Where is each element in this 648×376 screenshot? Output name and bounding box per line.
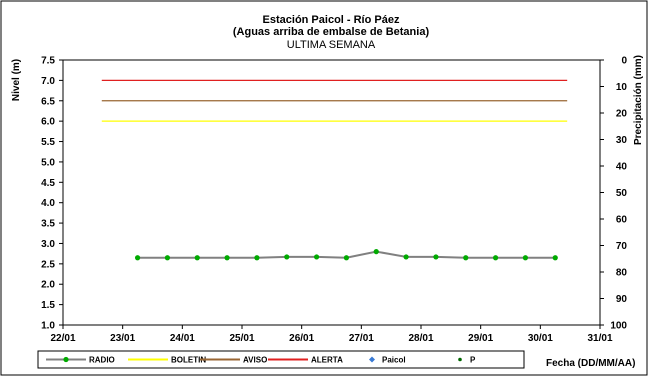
chart-title: Estación Paicol - Río Páez (263, 14, 400, 26)
x-tick-label: 22/01 (50, 333, 75, 344)
y2-tick-label: 0 (621, 56, 627, 67)
data-point (254, 255, 260, 261)
legend-label-p: P (470, 356, 476, 365)
y-tick-label: 1.0 (41, 321, 55, 332)
x-tick-label: 27/01 (349, 333, 374, 344)
legend-marker-p (458, 357, 462, 362)
x-tick-label: 26/01 (289, 333, 314, 344)
y-tick-label: 5.5 (41, 137, 55, 148)
x-axis-label: Fecha (DD/MM/AA) (546, 358, 635, 369)
data-point (433, 254, 439, 260)
data-point (134, 255, 141, 261)
y2-tick-label: 30 (616, 135, 628, 146)
y2-tick-label: 40 (616, 162, 628, 173)
y-tick-label: 5.0 (41, 157, 55, 168)
y2-tick-label: 10 (616, 82, 628, 93)
y2-tick-label: 90 (616, 294, 628, 305)
y2-axis-label: Precipitación (mm) (633, 55, 644, 145)
chart-subtitle: (Aguas arriba de embalse de Betania) (233, 26, 430, 38)
x-tick-label: 28/01 (408, 333, 433, 344)
data-point (463, 255, 469, 261)
legend-label-alerta: ALERTA (311, 356, 343, 365)
legend-label-boletin: BOLETIN (171, 356, 206, 365)
y-tick-label: 3.5 (41, 219, 55, 230)
x-tick-label: 29/01 (468, 333, 493, 344)
legend-label-radio: RADIO (89, 356, 115, 365)
data-point (164, 255, 171, 261)
data-point (552, 255, 558, 261)
y-tick-label: 6.5 (41, 96, 55, 107)
y-tick-label: 7.5 (41, 56, 55, 67)
x-tick-label: 25/01 (229, 333, 254, 344)
data-point (373, 249, 379, 255)
y-tick-label: 4.5 (41, 178, 55, 189)
x-tick-label: 31/01 (587, 333, 612, 344)
y2-tick-label: 50 (616, 188, 628, 199)
y-tick-label: 4.0 (41, 198, 55, 209)
y-tick-label: 6.0 (41, 117, 55, 128)
chart-subtitle-period: ULTIMA SEMANA (287, 39, 376, 51)
legend-label-paicol: Paicol (382, 356, 406, 365)
y2-tick-label: 20 (616, 109, 628, 120)
data-point (224, 255, 230, 261)
legend-marker-paicol (369, 356, 375, 363)
y2-tick-label: 60 (616, 215, 628, 226)
x-tick-label: 30/01 (528, 333, 553, 344)
legend-label-aviso: AVISO (243, 356, 267, 365)
data-point (403, 254, 409, 260)
x-tick-label: 24/01 (170, 333, 195, 344)
y-tick-label: 7.0 (41, 76, 55, 87)
data-point (522, 255, 529, 261)
y-tick-label: 2.0 (41, 280, 55, 291)
data-point (284, 254, 290, 260)
y2-tick-label: 80 (616, 268, 628, 279)
x-tick-label: 23/01 (110, 333, 135, 344)
y-tick-label: 1.5 (41, 300, 55, 311)
y-tick-label: 3.0 (41, 239, 55, 250)
y-tick-label: 2.5 (41, 259, 55, 270)
legend-marker-radio (63, 356, 69, 363)
data-point (313, 254, 320, 260)
data-point (492, 255, 499, 261)
y2-tick-label: 100 (610, 321, 627, 332)
data-point (343, 255, 350, 261)
data-point (194, 255, 200, 261)
y2-tick-label: 70 (616, 241, 628, 252)
y-axis-label: Nivel (m) (11, 59, 22, 101)
